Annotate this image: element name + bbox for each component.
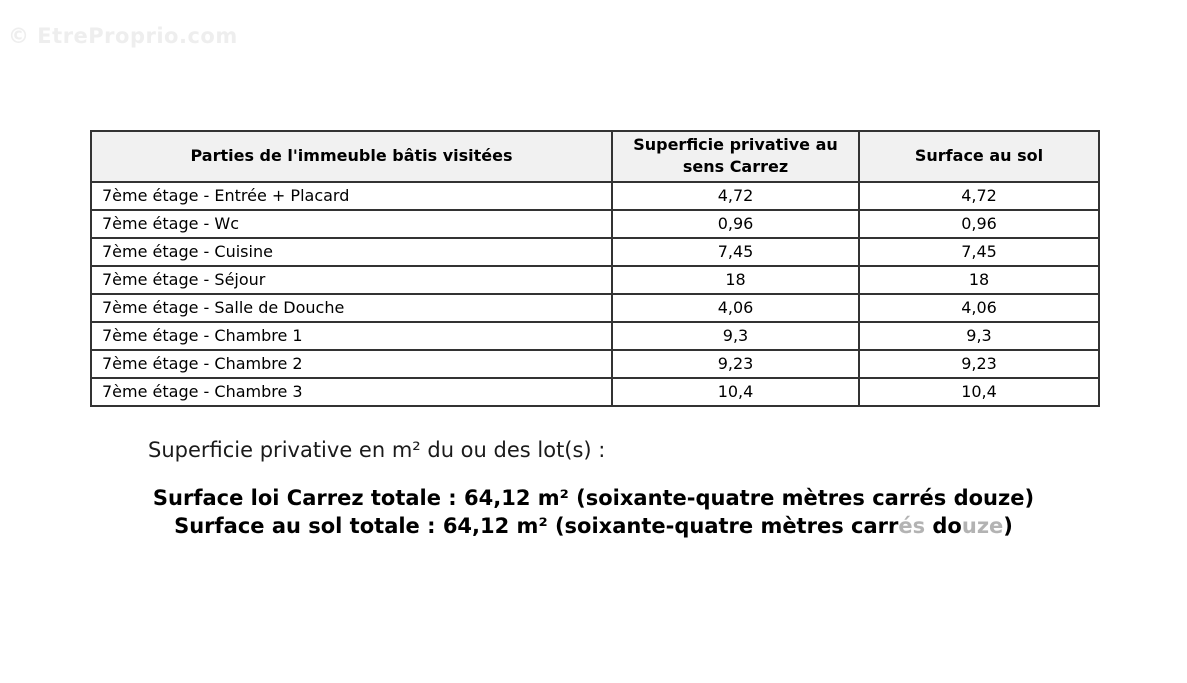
table-row: 7ème étage - Chambre 2 9,23 9,23 [90,348,1100,379]
cell-superficie-carrez: 7,45 [611,236,860,267]
cell-surface-sol: 4,06 [858,292,1100,323]
cell-surface-sol: 18 [858,264,1100,295]
table-row: 7ème étage - Chambre 1 9,3 9,3 [90,320,1100,351]
etreproprio-watermark: © EtreProprio.com [8,24,238,48]
table-row: 7ème étage - Salle de Douche 4,06 4,06 [90,292,1100,323]
table-header-row: Parties de l'immeuble bâtis visitées Sup… [90,130,1100,183]
cell-superficie-carrez: 4,72 [611,180,860,211]
text-fragment: ) [1003,514,1013,538]
column-header-surface-sol: Surface au sol [858,130,1100,183]
column-header-parties: Parties de l'immeuble bâtis visitées [90,130,613,183]
cell-partie: 7ème étage - Chambre 3 [90,376,613,407]
text-fragment: Surface au sol totale : 64,12 m² (soixan… [174,514,899,538]
cell-surface-sol: 0,96 [858,208,1100,239]
cell-superficie-carrez: 4,06 [611,292,860,323]
cell-partie: 7ème étage - Cuisine [90,236,613,267]
surface-totals-block: Surface loi Carrez totale : 64,12 m² (so… [0,484,1187,540]
cell-superficie-carrez: 9,3 [611,320,860,351]
carrez-surface-table: Parties de l'immeuble bâtis visitées Sup… [90,130,1100,407]
cell-superficie-carrez: 9,23 [611,348,860,379]
cell-partie: 7ème étage - Salle de Douche [90,292,613,323]
cell-partie: 7ème étage - Entrée + Placard [90,180,613,211]
cell-surface-sol: 7,45 [858,236,1100,267]
table-body: 7ème étage - Entrée + Placard 4,72 4,72 7èm… [90,180,1100,407]
surface-au-sol-total-line: Surface au sol totale : 64,12 m² (soixan… [0,512,1187,540]
cell-partie: 7ème étage - Séjour [90,264,613,295]
cell-partie: 7ème étage - Chambre 2 [90,348,613,379]
column-header-superficie-carrez: Superficie privative au sens Carrez [611,130,860,183]
table-row: 7ème étage - Entrée + Placard 4,72 4,72 [90,180,1100,211]
cell-partie: 7ème étage - Wc [90,208,613,239]
cell-surface-sol: 4,72 [858,180,1100,211]
text-fragment: do [925,514,962,538]
faded-text-fragment: és [898,514,926,538]
cell-superficie-carrez: 0,96 [611,208,860,239]
table-row: 7ème étage - Cuisine 7,45 7,45 [90,236,1100,267]
table-row: 7ème étage - Chambre 3 10,4 10,4 [90,376,1100,407]
cell-surface-sol: 9,3 [858,320,1100,351]
surface-loi-carrez-total-line: Surface loi Carrez totale : 64,12 m² (so… [152,486,1035,510]
superficie-privative-intro-text: Superficie privative en m² du ou des lot… [148,438,606,462]
cell-partie: 7ème étage - Chambre 1 [90,320,613,351]
table-row: 7ème étage - Séjour 18 18 [90,264,1100,295]
cell-surface-sol: 9,23 [858,348,1100,379]
cell-surface-sol: 10,4 [858,376,1100,407]
faded-text-fragment: uze [961,514,1004,538]
cell-superficie-carrez: 18 [611,264,860,295]
cell-superficie-carrez: 10,4 [611,376,860,407]
table-row: 7ème étage - Wc 0,96 0,96 [90,208,1100,239]
